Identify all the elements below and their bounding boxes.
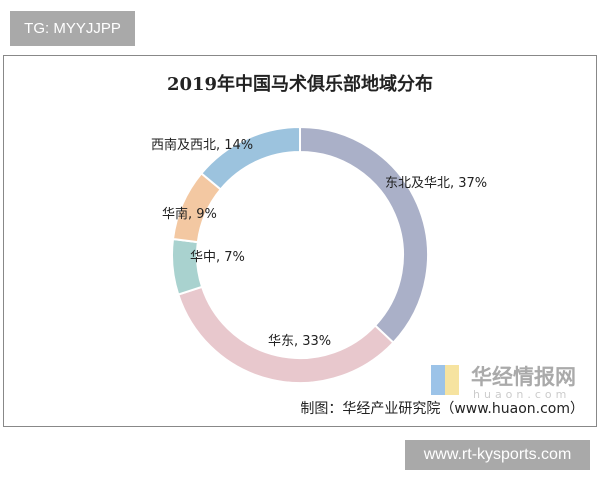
data-label: 华东, 33%: [268, 334, 331, 349]
data-label: 华南, 9%: [162, 206, 217, 222]
donut-slice: [171, 237, 204, 296]
watermark-logo-blue-icon: [431, 365, 445, 395]
donut-chart: 东北及华北, 37% 华东, 33% 华中, 7% 华南, 9% 西南及西北, 14%: [151, 125, 487, 384]
watermark-logo-yellow-icon: [445, 365, 459, 395]
chart-title: 2019年中国马术俱乐部地域分布: [166, 74, 434, 95]
tag-badge: TG: MYYJJPP: [10, 11, 135, 46]
donut-slice: [299, 125, 429, 345]
data-label: 西南及西北, 14%: [151, 137, 253, 153]
watermark-domain: huaon.com: [473, 388, 571, 401]
watermark-name: 华经情报网: [471, 365, 576, 389]
watermark-logo: 华经情报网 huaon.com: [431, 361, 591, 401]
data-label: 东北及华北, 37%: [385, 176, 487, 191]
chart-frame: 2019年中国马术俱乐部地域分布 东北及华北, 37% 华东, 33% 华中, 7%…: [3, 55, 597, 427]
donut-slice: [199, 125, 301, 191]
site-badge: www.rt-kysports.com: [405, 440, 590, 470]
data-label: 华中, 7%: [190, 250, 245, 265]
chart-credit: 制图：华经产业研究院（www.huaon.com）: [300, 401, 584, 417]
